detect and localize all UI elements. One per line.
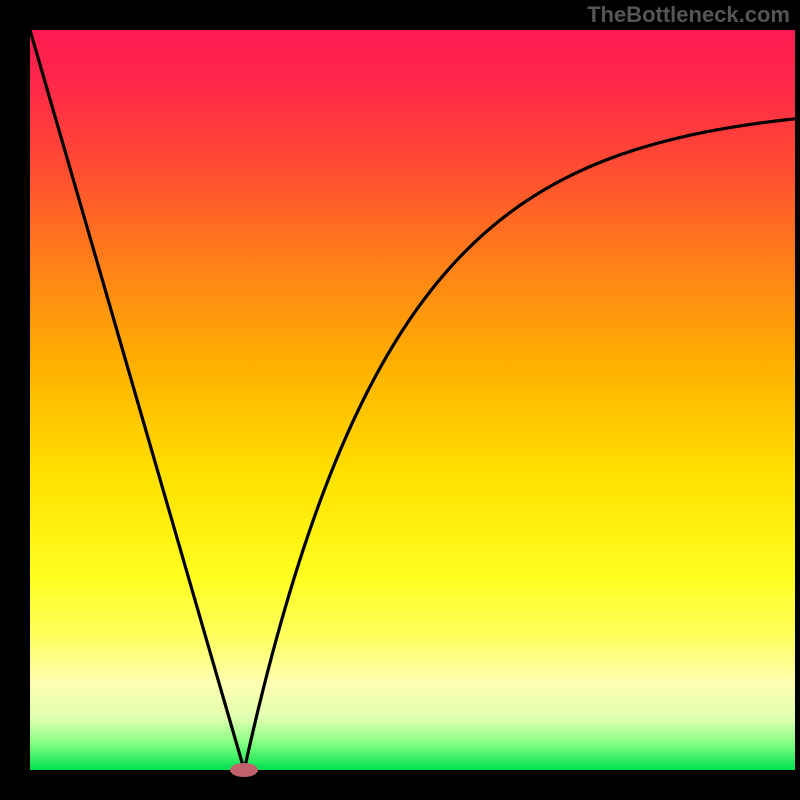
chart-root: TheBottleneck.com	[0, 0, 800, 800]
plot-area	[30, 30, 795, 770]
watermark-text: TheBottleneck.com	[587, 2, 790, 28]
minimum-marker	[230, 763, 258, 777]
